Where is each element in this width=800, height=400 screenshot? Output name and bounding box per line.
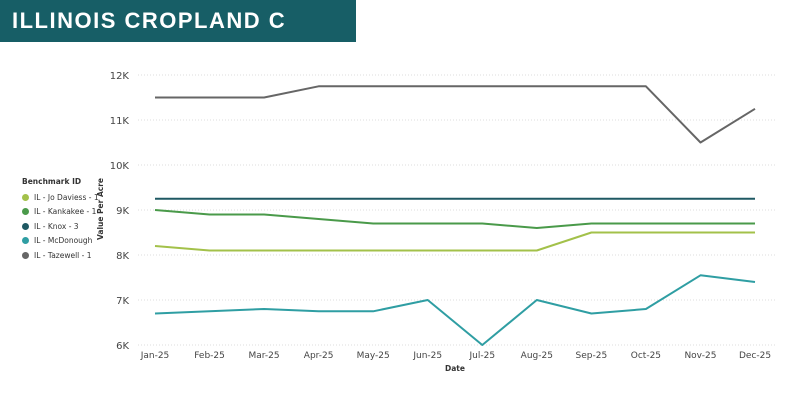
series-lines (154, 85, 756, 346)
x-tick-label: Apr-25 (304, 351, 334, 361)
y-tick-label: 11K (110, 116, 130, 127)
legend-dot-icon (22, 251, 29, 259)
legend-item[interactable]: IL - Kankakee - 1 (22, 205, 99, 220)
x-axis-title: Date (445, 364, 465, 373)
series-line-0[interactable] (154, 231, 755, 252)
series-line-1[interactable] (154, 209, 755, 229)
series-line-3[interactable] (154, 274, 756, 346)
title-banner: ILLINOIS CROPLAND C (0, 0, 356, 42)
y-tick-label: 12K (110, 71, 130, 82)
y-axis-title: Value Per Acre (96, 178, 105, 240)
y-tick-label: 9K (116, 206, 129, 217)
legend-label: IL - Jo Daviess - 1 (34, 192, 99, 202)
x-tick-label: May-25 (357, 351, 390, 361)
x-axis: Jan-25 Feb-25 Mar-25 Apr-25 May-25 Jun-25 Jul-… (140, 351, 771, 361)
x-tick-label: Feb-25 (194, 351, 225, 361)
legend-label: IL - Knox - 3 (34, 221, 79, 231)
legend-label: IL - McDonough (34, 236, 93, 246)
y-tick-label: 8K (116, 251, 129, 262)
y-tick-label: 6K (116, 341, 129, 352)
y-tick-label: 10K (110, 161, 130, 172)
legend-item[interactable]: IL - McDonough (22, 234, 99, 249)
legend-item[interactable]: IL - Jo Daviess - 1 (22, 190, 99, 205)
grid (138, 74, 775, 346)
x-tick-label: Nov-25 (684, 351, 716, 361)
legend-dot-icon (22, 208, 29, 216)
chart-title: ILLINOIS CROPLAND C (12, 8, 287, 33)
x-tick-label: Jun-25 (412, 351, 442, 361)
legend-label: IL - Kankakee - 1 (34, 207, 97, 217)
legend-dot-icon (22, 222, 29, 230)
legend: Benchmark ID IL - Jo Daviess - 1 IL - Ka… (22, 177, 99, 263)
legend-dot-icon (22, 237, 29, 245)
x-tick-label: Oct-25 (631, 351, 661, 361)
legend-item[interactable]: IL - Tazewell - 1 (22, 248, 99, 263)
series-line-4[interactable] (155, 85, 756, 144)
y-axis: 6K 7K 8K 9K 10K 11K 12K (110, 71, 130, 352)
legend-title: Benchmark ID (22, 177, 82, 186)
x-tick-label: Dec-25 (739, 351, 771, 361)
legend-dot-icon (22, 193, 29, 201)
x-tick-label: Jul-25 (468, 351, 495, 361)
x-tick-label: Mar-25 (249, 351, 280, 361)
x-tick-label: Sep-25 (576, 351, 608, 361)
x-tick-label: Jan-25 (140, 351, 170, 361)
legend-label: IL - Tazewell - 1 (34, 250, 92, 260)
legend-item[interactable]: IL - Knox - 3 (22, 219, 99, 234)
y-tick-label: 7K (116, 296, 129, 307)
x-tick-label: Aug-25 (521, 351, 553, 361)
